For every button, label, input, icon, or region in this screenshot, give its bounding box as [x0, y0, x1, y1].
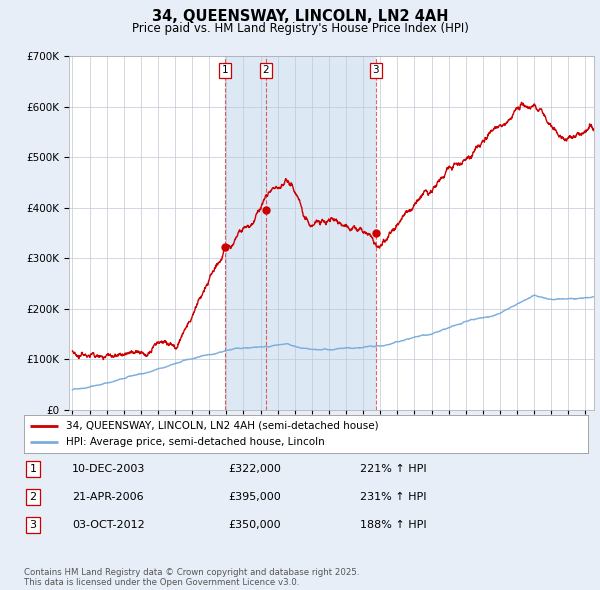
- Text: 03-OCT-2012: 03-OCT-2012: [72, 520, 145, 530]
- Text: 21-APR-2006: 21-APR-2006: [72, 492, 143, 502]
- Text: HPI: Average price, semi-detached house, Lincoln: HPI: Average price, semi-detached house,…: [66, 437, 325, 447]
- Bar: [266, 56, 376, 410]
- Text: 231% ↑ HPI: 231% ↑ HPI: [360, 492, 427, 502]
- Text: 1: 1: [29, 464, 37, 474]
- Text: 34, QUEENSWAY, LINCOLN, LN2 4AH: 34, QUEENSWAY, LINCOLN, LN2 4AH: [152, 9, 448, 24]
- Text: 10-DEC-2003: 10-DEC-2003: [72, 464, 145, 474]
- Text: £322,000: £322,000: [228, 464, 281, 474]
- Text: 2: 2: [263, 65, 269, 75]
- Text: 3: 3: [373, 65, 379, 75]
- Text: 3: 3: [29, 520, 37, 530]
- Text: Price paid vs. HM Land Registry's House Price Index (HPI): Price paid vs. HM Land Registry's House …: [131, 22, 469, 35]
- Text: £395,000: £395,000: [228, 492, 281, 502]
- Text: 221% ↑ HPI: 221% ↑ HPI: [360, 464, 427, 474]
- Text: £350,000: £350,000: [228, 520, 281, 530]
- Bar: [226, 56, 266, 410]
- Text: 188% ↑ HPI: 188% ↑ HPI: [360, 520, 427, 530]
- Text: 2: 2: [29, 492, 37, 502]
- Text: 34, QUEENSWAY, LINCOLN, LN2 4AH (semi-detached house): 34, QUEENSWAY, LINCOLN, LN2 4AH (semi-de…: [66, 421, 379, 431]
- Text: 1: 1: [222, 65, 229, 75]
- Text: Contains HM Land Registry data © Crown copyright and database right 2025.
This d: Contains HM Land Registry data © Crown c…: [24, 568, 359, 587]
